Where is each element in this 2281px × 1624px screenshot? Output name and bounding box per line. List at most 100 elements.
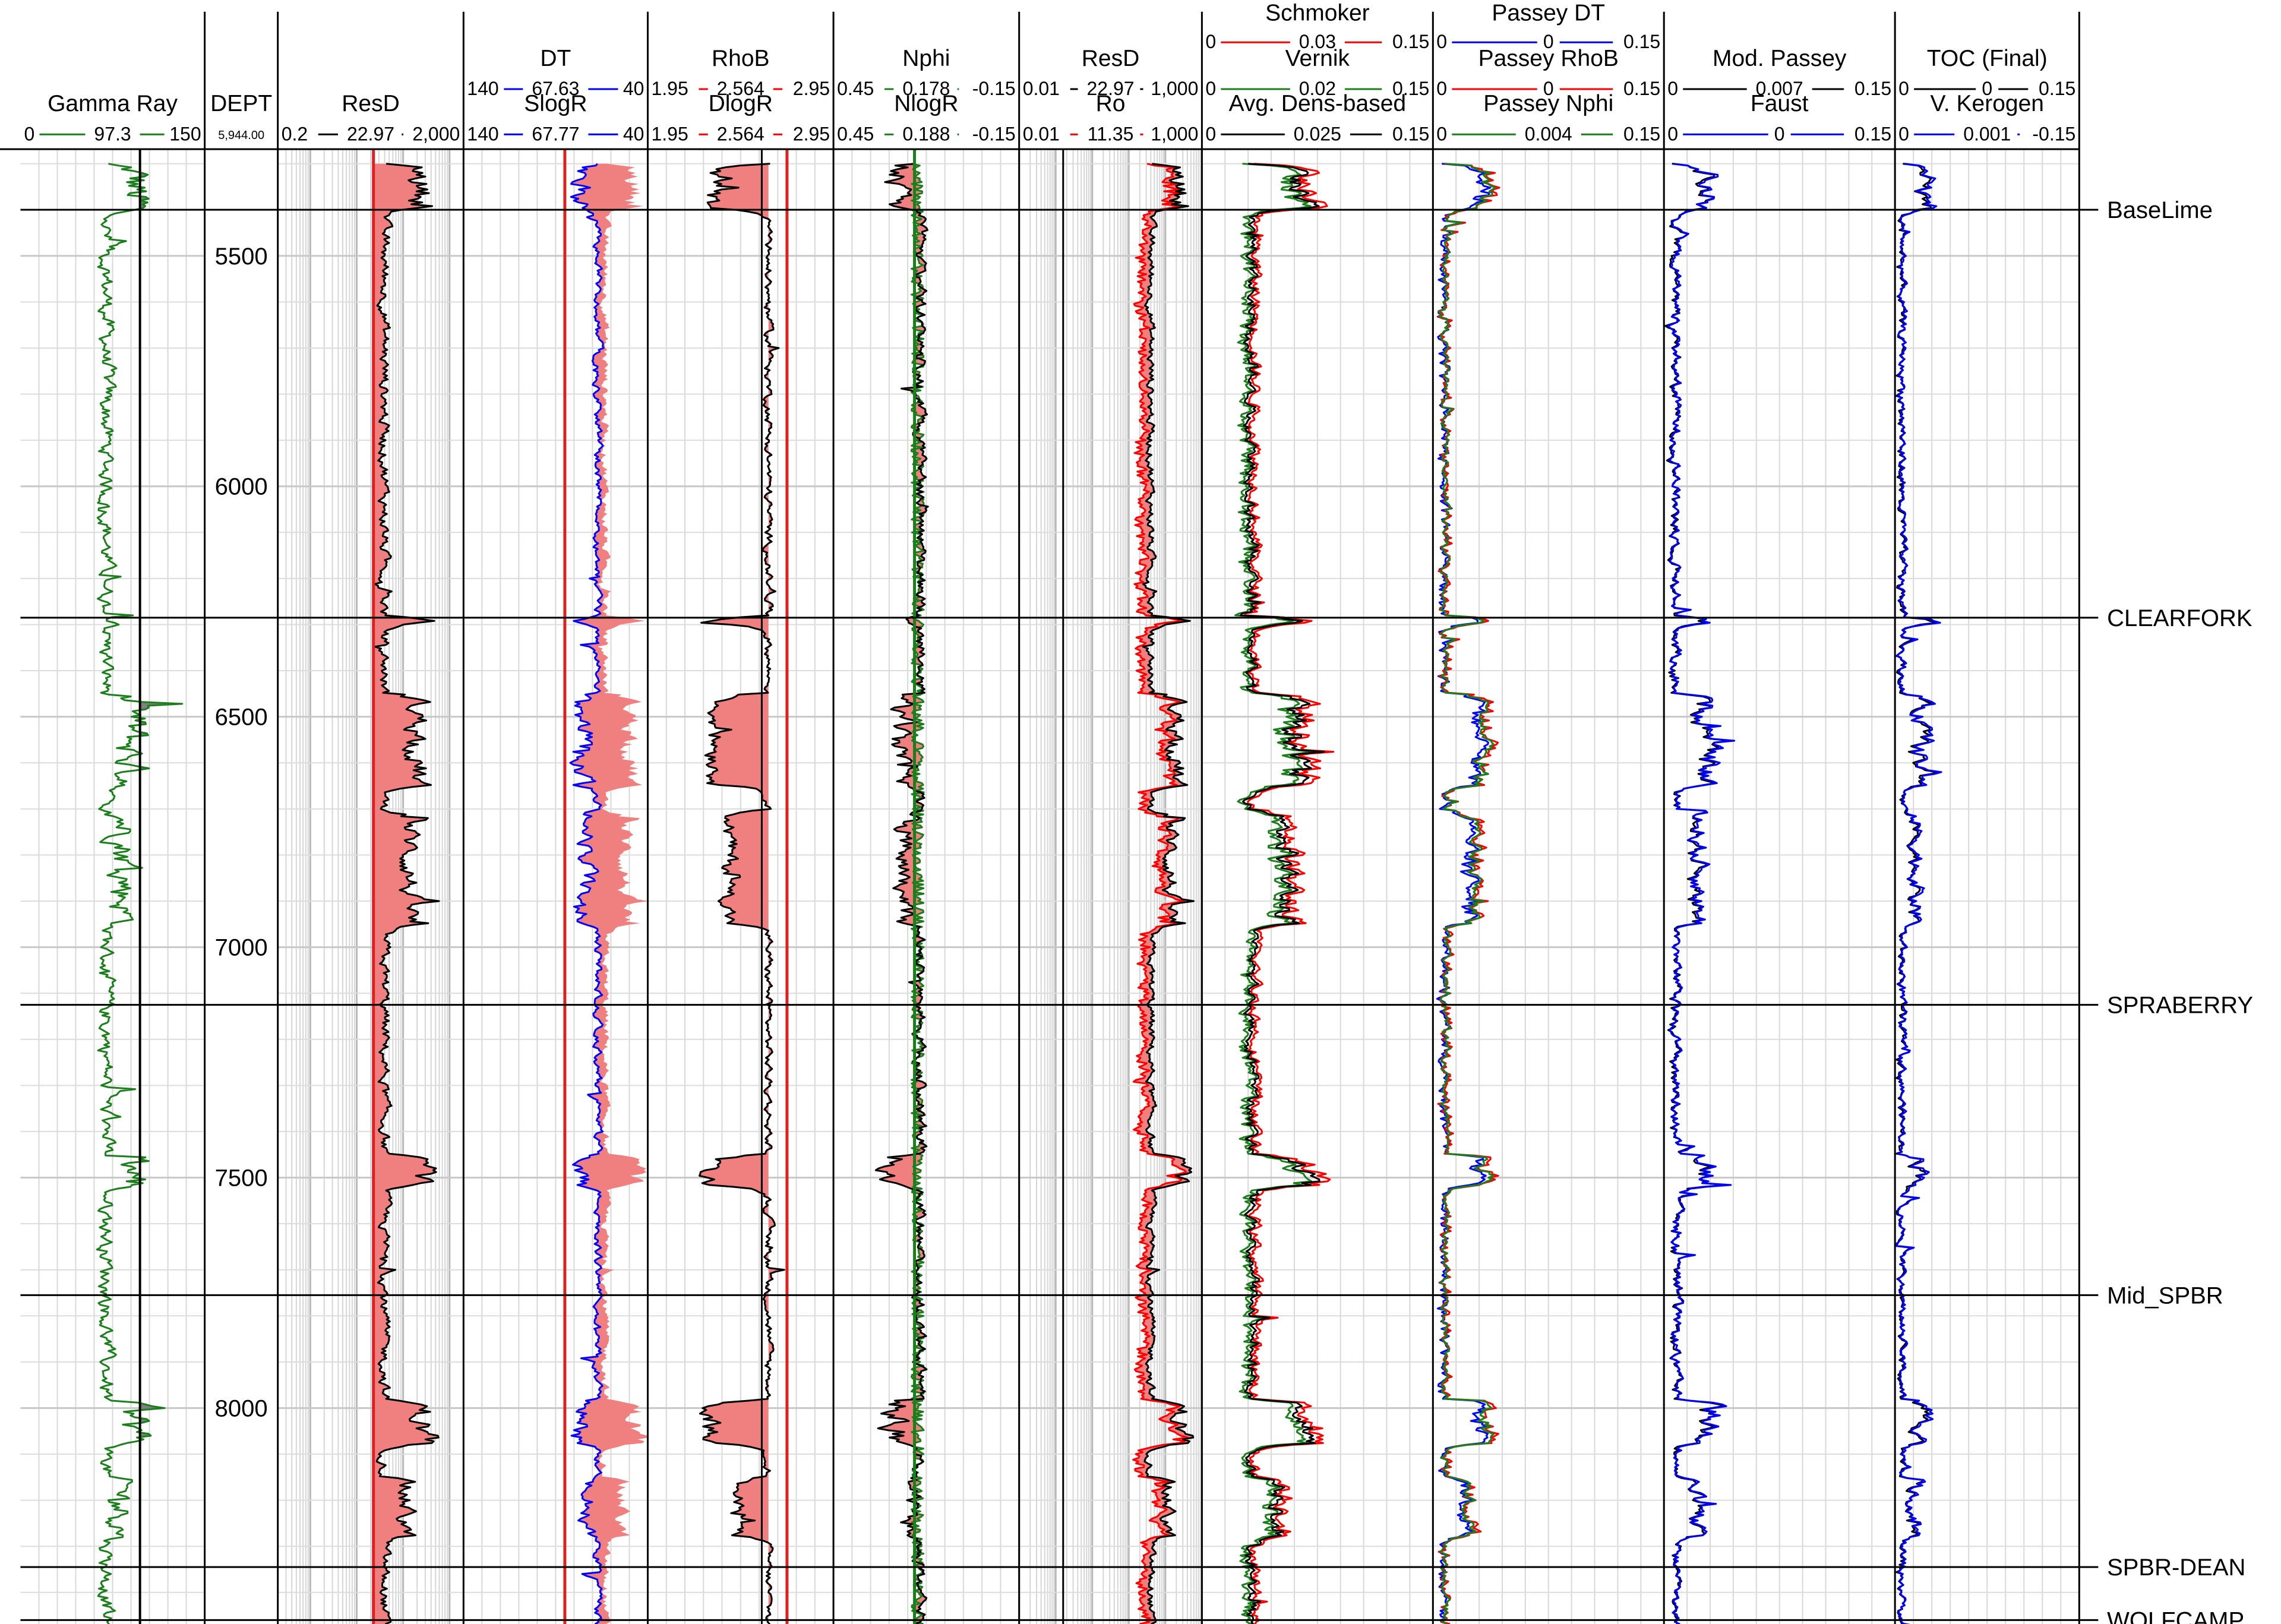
toc-curve-0-scale-mid: 0	[1982, 78, 1992, 99]
schmoker-curve-2-scale-max: 0.15	[1392, 123, 1429, 144]
nphi-curve-0-scale-max: -0.15	[972, 78, 1016, 99]
dt-curve-1-scale-max: 40	[623, 123, 645, 144]
passey-curve-1-scale-mid: 0	[1543, 78, 1554, 99]
mod-passey-curve-0-scale-mid: 0.007	[1756, 78, 1803, 99]
gamma-curve-0-title: Gamma Ray	[48, 91, 178, 116]
resd-ro-curve-1-scale-min: 0.01	[1023, 123, 1060, 144]
passey-curve-0-scale-max: 0.15	[1623, 31, 1660, 52]
rhob-curve-1-scale-max: 2.95	[793, 123, 830, 144]
nphi-curve-1-scale-min: 0.45	[837, 123, 874, 144]
passey-curve-1-scale-max: 0.15	[1623, 78, 1660, 99]
curve-layer	[96, 149, 1942, 1624]
formation-tops: BaseLime CLEARFORK SPRABERRY Mid_SPBR SPBR-D…	[20, 197, 2253, 1624]
rhob-curve-0-scale-min: 1.95	[651, 78, 688, 99]
depth-axis: 5500600065007000750080008500	[215, 244, 268, 1422]
passey-curve-1-scale-min: 0	[1436, 78, 1447, 99]
depth-reference: 5,944.00	[218, 129, 264, 142]
dt-curve-0-scale-min: 140	[467, 78, 498, 99]
nphi-fill	[876, 163, 928, 1624]
formation-top-label: WOLFCAMP	[2107, 1607, 2244, 1624]
dt-curve-0-scale-max: 40	[623, 78, 645, 99]
depth-tick-label: 5500	[215, 244, 268, 270]
dt-curve-1-scale-mid: 67.77	[532, 123, 579, 144]
rhob-curve	[699, 163, 785, 1624]
schmoker-curve	[1244, 163, 1335, 1624]
dt-curve-1-scale-min: 140	[467, 123, 498, 144]
rhob-curve-0-scale-mid: 2.564	[717, 78, 764, 99]
gamma-curve-0-scale-mid: 97.3	[94, 123, 131, 144]
formation-top-label: CLEARFORK	[2107, 605, 2252, 631]
formation-top-label: Mid_SPBR	[2107, 1282, 2223, 1309]
passey-curve-2-scale-max: 0.15	[1623, 123, 1660, 144]
nphi-curve-0-scale-mid: 0.178	[902, 78, 950, 99]
toc-curve-1-scale-max: -0.15	[2032, 123, 2075, 144]
vernik-curve	[1234, 163, 1316, 1624]
depth-header-title: DEPT	[210, 91, 272, 116]
passey-curve-0-title: Passey DT	[1492, 0, 1605, 26]
formation-top-label: SPRABERRY	[2107, 993, 2253, 1019]
passey-nphi-curve	[1438, 163, 1497, 1624]
resd-ro-curve-1-title: Ro	[1096, 91, 1126, 116]
mod-passey-curve-0-title: Mod. Passey	[1713, 46, 1847, 71]
gamma-curve-0-scale-min: 0	[24, 123, 34, 144]
rhob-curve-1-scale-min: 1.95	[651, 123, 688, 144]
schmoker-curve-1-title: Vernik	[1285, 46, 1350, 71]
mod-passey-curve-1-scale-min: 0	[1667, 123, 1678, 144]
dt-curve-1-title: SlogR	[524, 91, 587, 116]
resd-ro-curve-1-scale-mid: 11.35	[1088, 123, 1134, 144]
schmoker-curve-0-scale-mid: 0.03	[1299, 31, 1336, 52]
passey-curve-2-scale-mid: 0.004	[1525, 123, 1572, 144]
schmoker-curve-2-scale-min: 0	[1205, 123, 1216, 144]
nphi-curve-1-scale-max: -0.15	[972, 123, 1016, 144]
resd-ro-curve	[1142, 163, 1195, 1624]
resd-ro-curve-1-scale-max: 1,000	[1151, 123, 1198, 144]
dt-curve-0-title: DT	[540, 46, 571, 71]
depth-tick-label: 7500	[215, 1165, 268, 1192]
mod-passey-curve-1-title: Faust	[1751, 91, 1809, 116]
schmoker-curve-0-title: Schmoker	[1265, 0, 1370, 26]
resd-curve-0-scale-max: 2,000	[412, 123, 460, 144]
rhob-curve-1-scale-mid: 2.564	[717, 123, 764, 144]
nphi-curve	[874, 163, 929, 1624]
formation-top-label: SPBR-DEAN	[2107, 1555, 2245, 1581]
depth-tick-label: 6000	[215, 474, 268, 500]
grid-layer	[20, 149, 2080, 1624]
resd-curve	[374, 163, 440, 1624]
schmoker-curve-0-scale-min: 0	[1205, 31, 1216, 52]
nphi-curve-0-scale-min: 0.45	[837, 78, 874, 99]
gamma-curve-0-scale-max: 150	[169, 123, 201, 144]
schmoker-curve-1-scale-mid: 0.02	[1299, 78, 1336, 99]
schmoker-curve-1-scale-max: 0.15	[1392, 78, 1429, 99]
rhob-dlogr-fill	[699, 163, 785, 1624]
dt-curve	[569, 163, 605, 1624]
schmoker-curve-2-title: Avg. Dens-based	[1229, 91, 1406, 116]
formation-top-label: BaseLime	[2107, 197, 2213, 223]
nphi-curve-0-title: Nphi	[902, 46, 950, 71]
resd-ro-curve-0-scale-mid: 22.97	[1086, 78, 1134, 99]
schmoker-curve-0-scale-max: 0.15	[1392, 31, 1429, 52]
kerogen-curve	[1895, 163, 1942, 1624]
passey-curve-0-scale-min: 0	[1436, 31, 1447, 52]
faust-curve	[1667, 163, 1736, 1624]
resd-curve-0-scale-mid: 22.97	[347, 123, 394, 144]
toc-curve-1-scale-mid: 0.001	[1963, 123, 2011, 144]
resd-curve-0-scale-min: 0.2	[282, 123, 308, 144]
dt-curve-0-scale-mid: 67.63	[532, 78, 579, 99]
gamma-ray-curve	[96, 163, 184, 1624]
nphi-curve-1-scale-mid: 0.188	[902, 123, 950, 144]
passey-curve-1-title: Passey RhoB	[1478, 46, 1619, 71]
mod-passey-curve-0-scale-max: 0.15	[1855, 78, 1891, 99]
nphi-curve-1-title: NlogR	[894, 91, 958, 116]
depth-tick-label: 6500	[215, 704, 268, 731]
passey-curve-2-title: Passey Nphi	[1483, 91, 1613, 116]
toc-curve-0-scale-min: 0	[1898, 78, 1909, 99]
rhob-curve-1-title: DlogR	[709, 91, 773, 116]
rhob-curve-0-scale-max: 2.95	[793, 78, 830, 99]
schmoker-curve-2-scale-mid: 0.025	[1294, 123, 1341, 144]
toc-curve-1-title: V. Kerogen	[1930, 91, 2044, 116]
mod-passey-curve-0-scale-min: 0	[1667, 78, 1678, 99]
mod-passey-curve-1-scale-mid: 0	[1774, 123, 1785, 144]
nlogr-curve	[910, 163, 925, 1624]
mod-passey-curve-1-scale-max: 0.15	[1855, 123, 1891, 144]
